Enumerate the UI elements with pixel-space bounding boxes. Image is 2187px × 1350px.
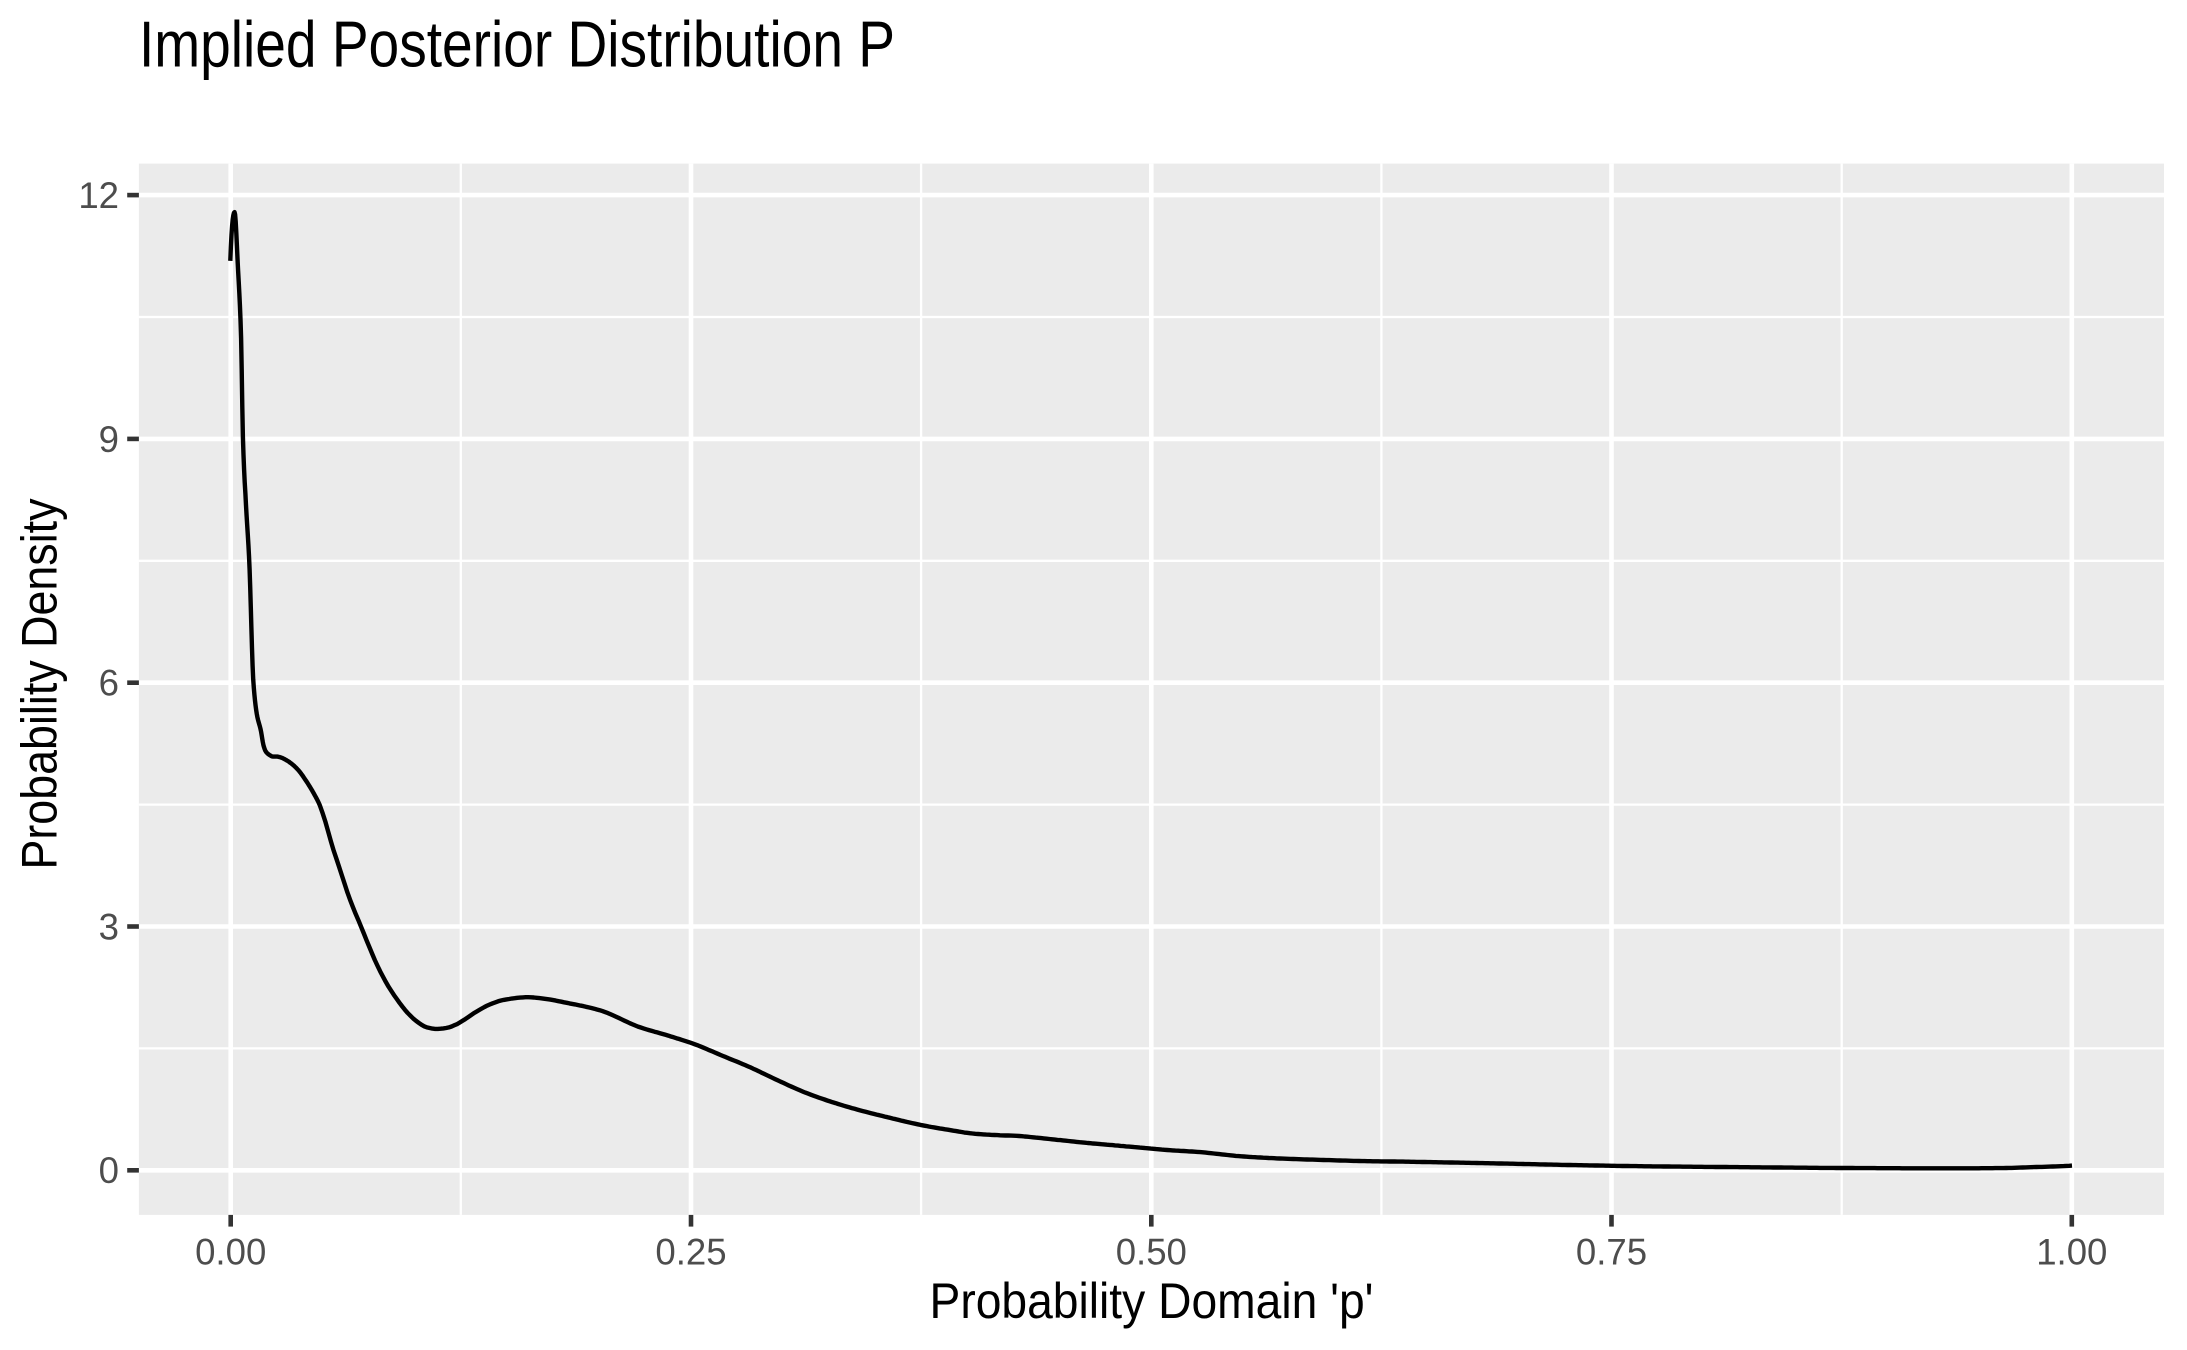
- svg-text:1.00: 1.00: [2036, 1232, 2107, 1273]
- svg-text:0.00: 0.00: [195, 1232, 266, 1273]
- svg-text:Probability Domain 'p': Probability Domain 'p': [930, 1273, 1374, 1329]
- svg-text:Probability Density: Probability Density: [12, 498, 68, 869]
- svg-text:3: 3: [99, 906, 119, 947]
- svg-text:0.50: 0.50: [1116, 1232, 1187, 1273]
- svg-text:Implied Posterior Distribution: Implied Posterior Distribution P: [139, 9, 895, 81]
- svg-text:0.75: 0.75: [1576, 1232, 1647, 1273]
- svg-text:0: 0: [99, 1150, 119, 1191]
- svg-text:9: 9: [99, 419, 119, 460]
- svg-text:0.25: 0.25: [655, 1232, 726, 1273]
- svg-text:6: 6: [99, 663, 119, 704]
- svg-text:12: 12: [78, 175, 119, 216]
